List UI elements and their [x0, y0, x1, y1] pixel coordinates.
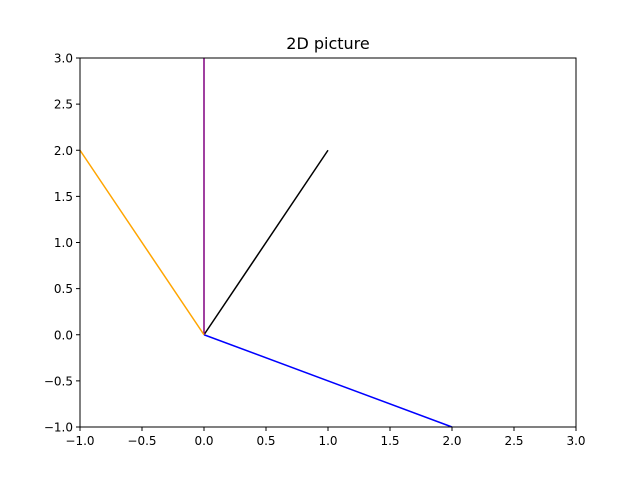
y-tick-label: 1.0: [54, 236, 73, 250]
x-tick-label: 2.5: [504, 434, 523, 448]
y-tick-label: 0.5: [54, 282, 73, 296]
x-axis: −1.0 −0.5 0.0 0.5 1.0 1.5 2.0 2.5 3.0: [65, 427, 586, 448]
y-tick-label: 3.0: [54, 52, 73, 66]
y-tick-label: 1.5: [54, 190, 73, 204]
x-tick-label: 0.0: [194, 434, 213, 448]
y-tick-label: 2.5: [54, 98, 73, 112]
x-tick-label: 1.0: [318, 434, 337, 448]
x-tick-label: 0.5: [256, 434, 275, 448]
x-tick-label: 1.5: [380, 434, 399, 448]
y-tick-label: 2.0: [54, 144, 73, 158]
plot-frame: [79, 57, 577, 428]
y-axis: −1.0 −0.5 0.0 0.5 1.0 1.5 2.0 2.5 3.0: [44, 52, 80, 435]
x-tick-label: 2.0: [442, 434, 461, 448]
series-line-3: [79, 149, 205, 336]
x-tick-label: −0.5: [127, 434, 156, 448]
series-line-0: [203, 149, 329, 336]
x-tick-label: 3.0: [566, 434, 585, 448]
y-tick-label: −0.5: [44, 374, 73, 388]
y-tick-label: 0.0: [54, 328, 73, 342]
x-tick-label: −1.0: [65, 434, 94, 448]
chart-title: 2D picture: [286, 34, 369, 53]
series-layer: [79, 58, 453, 428]
y-tick-label: −1.0: [44, 421, 73, 435]
series-line-1: [203, 334, 453, 428]
